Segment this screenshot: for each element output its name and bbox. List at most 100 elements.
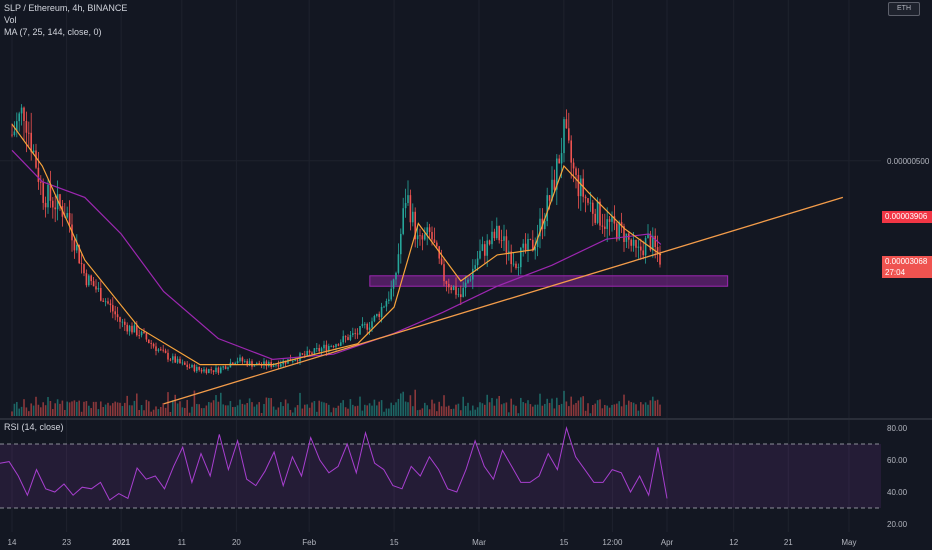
resistance-price-tag: 0.00003906 — [882, 211, 932, 223]
volume-bar — [632, 402, 635, 416]
volume-bar — [616, 403, 618, 416]
candle-body — [589, 202, 592, 204]
volume-bar — [580, 397, 582, 416]
volume-bar — [510, 398, 512, 416]
volume-bar — [203, 408, 205, 416]
candle-body — [68, 213, 71, 225]
candle-body — [313, 348, 316, 354]
candle-body — [462, 287, 464, 298]
volume-bar — [436, 411, 438, 416]
candle-body — [25, 120, 28, 133]
volume-bar — [196, 403, 198, 416]
volume-bar — [356, 405, 359, 416]
volume-bar — [589, 413, 592, 416]
rsi-tick-label: 60.00 — [887, 456, 908, 465]
candle-body — [40, 181, 42, 183]
candle-body — [107, 301, 109, 304]
volume-bar — [371, 405, 373, 416]
volume-bar — [172, 400, 174, 416]
volume-bar — [301, 408, 304, 416]
candle-body — [155, 346, 157, 351]
candle-body — [378, 313, 380, 317]
volume-bar — [548, 402, 551, 416]
volume-bar — [289, 409, 292, 416]
candle-body — [109, 303, 112, 306]
volume-bar — [426, 405, 428, 416]
candle-body — [208, 369, 210, 374]
volume-bar — [306, 404, 308, 416]
candle-body — [599, 201, 601, 226]
volume-bar — [256, 404, 258, 416]
volume-bar — [294, 407, 296, 416]
candle-body — [97, 288, 100, 290]
volume-bar — [464, 405, 467, 416]
rsi-legend[interactable]: RSI (14, close) — [4, 422, 64, 432]
ma-legend[interactable]: MA (7, 25, 144, close, 0) — [4, 27, 102, 37]
candle-body — [460, 294, 462, 298]
volume-bar — [241, 403, 244, 416]
volume-bar — [330, 412, 332, 416]
candle-body — [220, 367, 222, 373]
candle-body — [354, 333, 356, 334]
volume-bar — [534, 404, 536, 416]
candle-body — [361, 323, 364, 327]
volume-bar — [275, 409, 277, 416]
volume-bars — [11, 389, 661, 416]
volume-bar — [212, 400, 215, 416]
candle-body — [618, 222, 620, 240]
volume-bar — [385, 408, 388, 416]
candle-body — [349, 335, 352, 341]
volume-bar — [476, 407, 479, 416]
candle-body — [56, 194, 59, 210]
volume-bar — [270, 398, 272, 416]
candle-body — [392, 279, 395, 289]
volume-legend[interactable]: Vol — [4, 15, 17, 25]
candle-body — [368, 327, 371, 330]
candle-body — [534, 246, 536, 251]
candle-body — [304, 354, 306, 356]
volume-bar — [40, 407, 42, 416]
candle-body — [551, 179, 553, 201]
candle-body — [352, 333, 354, 336]
volume-bar — [64, 410, 66, 416]
candle-body — [359, 326, 361, 335]
candle-body — [431, 231, 433, 240]
candle-body — [11, 134, 13, 136]
volume-bar — [546, 398, 548, 416]
candle-body — [342, 336, 344, 343]
candle-body — [83, 264, 85, 274]
volume-bar — [224, 405, 227, 416]
candle-body — [244, 360, 246, 362]
volume-bar — [392, 405, 395, 416]
price-tick-label: 0.00000500 — [887, 157, 930, 166]
volume-bar — [462, 396, 464, 416]
volume-bar — [577, 400, 580, 416]
volume-bar — [440, 406, 443, 416]
candle-body — [402, 208, 404, 234]
candle-body — [246, 360, 248, 366]
symbol-title[interactable]: SLP / Ethereum, 4h, BINANCE — [4, 3, 128, 13]
candle-body — [565, 119, 568, 129]
candle-body — [584, 196, 587, 199]
volume-bar — [71, 401, 73, 416]
candle-body — [294, 360, 296, 361]
volume-bar — [647, 404, 649, 416]
candle-body — [92, 281, 95, 287]
candle-body — [54, 207, 56, 210]
candle-body — [373, 315, 376, 322]
quote-currency-badge[interactable]: ETH — [888, 2, 920, 16]
candle-body — [632, 239, 635, 246]
volume-bar — [361, 410, 364, 416]
candle-body — [356, 333, 359, 335]
volume-bar — [272, 406, 275, 416]
candle-body — [138, 335, 140, 337]
candle-body — [560, 153, 563, 164]
volume-bar — [572, 404, 575, 416]
time-tick-label: Apr — [661, 538, 674, 547]
candle-body — [251, 361, 253, 367]
candle-body — [522, 243, 524, 248]
candle-body — [184, 362, 186, 365]
support-zone — [369, 275, 729, 287]
volume-bar — [352, 404, 354, 416]
